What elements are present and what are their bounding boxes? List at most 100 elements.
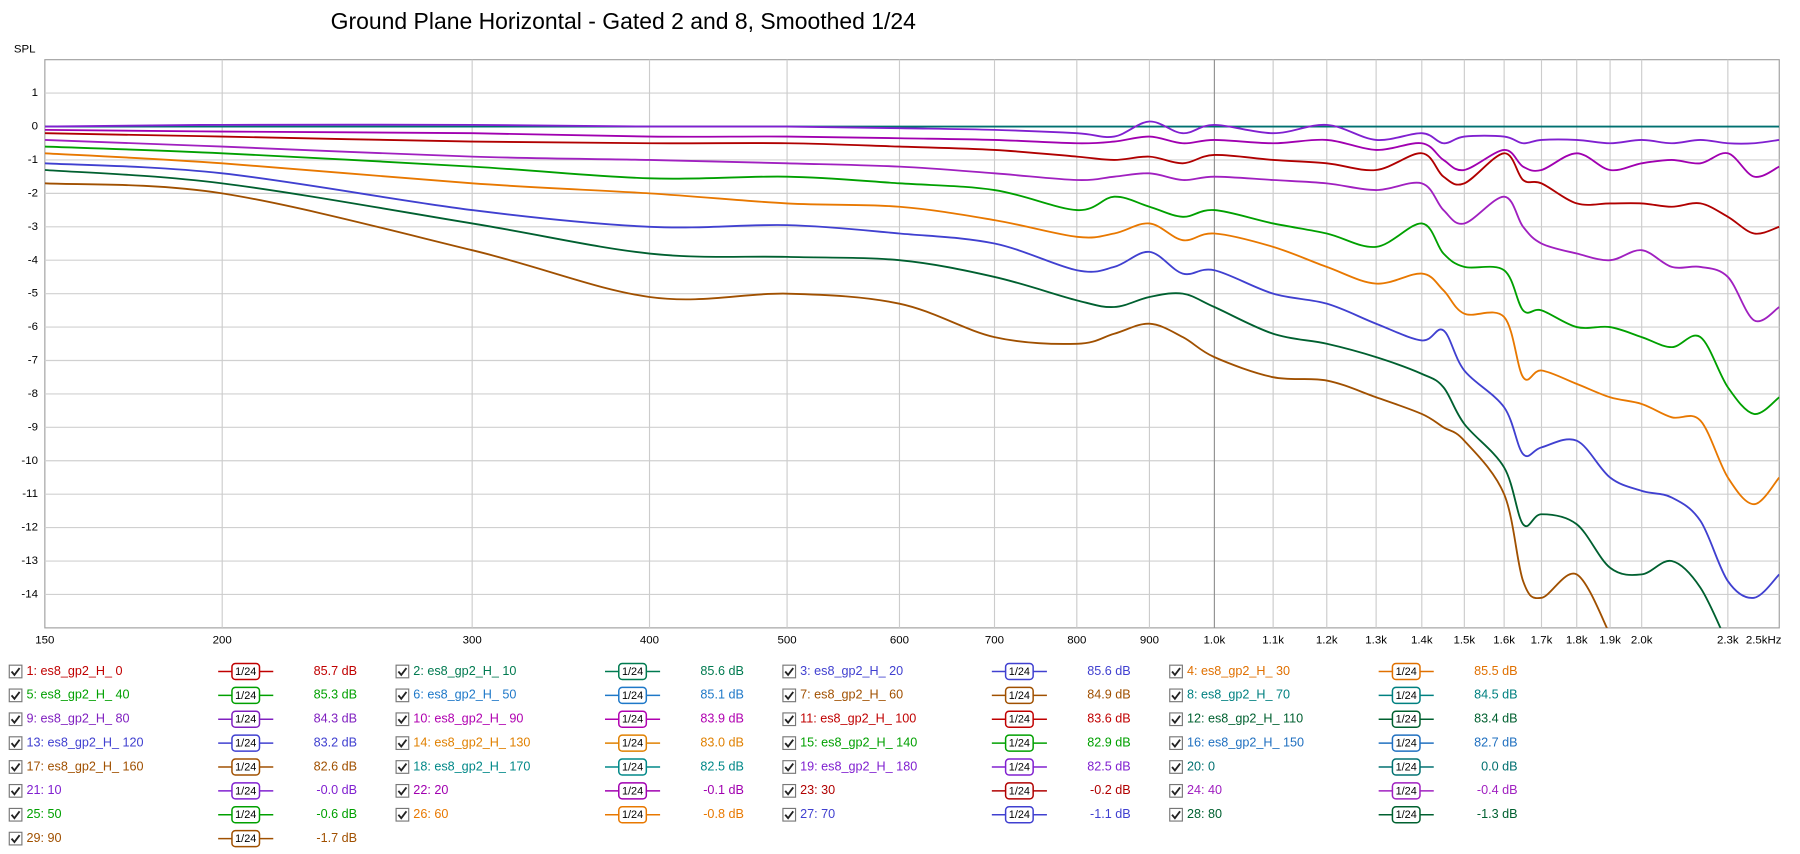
checkbox	[395, 688, 410, 703]
checkbox	[395, 760, 410, 774]
legend-name: 15: es8_gp2_H_ 140	[800, 735, 917, 749]
legend-name: 4: es8_gp2_H_ 30	[1187, 664, 1290, 678]
checkmark	[1171, 691, 1181, 701]
checkbox	[8, 664, 23, 679]
checkmark	[397, 667, 408, 677]
smoothing-badge	[618, 662, 648, 681]
legend-entry: 10: es8_gp2_H_ 90 1/24 83.9 dB	[395, 710, 744, 729]
checkmark	[784, 786, 794, 796]
y-axis-label: SPL	[14, 43, 36, 55]
legend-entry: 3: es8_gp2_H_ 20 1/24 85.6 dB	[782, 662, 1131, 681]
checkmark	[10, 762, 21, 772]
checkbox	[395, 712, 410, 727]
smoothing-label: 1/24	[1009, 714, 1030, 726]
x-tick-label: 800	[1067, 635, 1086, 647]
legend-level: 85.7 dB	[314, 664, 357, 678]
checkbox	[395, 807, 410, 822]
x-tick-label: 1.1k	[1262, 635, 1284, 647]
smoothing-label: 1/24	[1009, 666, 1030, 678]
smoothing-label: 1/24	[1396, 761, 1417, 773]
checkbox	[8, 807, 23, 822]
y-tick-label: -6	[28, 321, 38, 333]
smoothing-badge	[1391, 734, 1421, 752]
smoothing-badge	[618, 710, 648, 729]
smoothing-label: 1/24	[1396, 809, 1417, 821]
legend-level: 82.7 dB	[1474, 735, 1517, 749]
legend-entry: 13: es8_gp2_H_ 120 1/24 83.2 dB	[8, 734, 357, 752]
legend-entry: 25: 50 1/24 -0.6 dB	[8, 805, 357, 824]
legend-name: 25: 50	[26, 807, 61, 821]
smoothing-badge	[1004, 805, 1034, 824]
smoothing-label: 1/24	[622, 666, 643, 678]
legend-entry: 6: es8_gp2_H_ 50 1/24 85.1 dB	[395, 686, 744, 705]
smoothing-label: 1/24	[235, 809, 256, 821]
checkbox	[1169, 783, 1183, 798]
smoothing-badge	[618, 686, 648, 705]
legend-entry: 23: 30 1/24 -0.2 dB	[782, 782, 1131, 800]
checkbox	[395, 736, 410, 751]
legend-name: 2: es8_gp2_H_ 10	[413, 664, 516, 678]
legend-name: 17: es8_gp2_H_ 160	[26, 759, 143, 773]
x-tick-label: 1.2k	[1316, 635, 1338, 647]
legend-entry: 17: es8_gp2_H_ 160 1/24 82.6 dB	[8, 758, 357, 776]
legend-level: -0.0 dB	[316, 783, 357, 797]
legend-level: 85.5 dB	[1474, 664, 1517, 678]
y-tick-label: -9	[28, 421, 38, 433]
legend-level: 83.0 dB	[700, 735, 743, 749]
smoothing-label: 1/24	[1396, 666, 1417, 678]
smoothing-label: 1/24	[1009, 809, 1030, 821]
legend-entry: 21: 10 1/24 -0.0 dB	[8, 782, 357, 800]
x-tick-label: 700	[985, 635, 1004, 647]
checkbox	[782, 807, 797, 822]
legend-name: 10: es8_gp2_H_ 90	[413, 712, 523, 726]
y-tick-label: -13	[21, 555, 38, 567]
legend-level: -0.6 dB	[316, 807, 357, 821]
checkbox	[782, 712, 797, 727]
legend-name: 3: es8_gp2_H_ 20	[800, 664, 903, 678]
checkmark	[397, 739, 408, 749]
smoothing-badge	[1391, 686, 1421, 705]
legend-level: 82.6 dB	[314, 759, 357, 773]
x-tick-label: 2.5kHz	[1746, 635, 1782, 647]
smoothing-label: 1/24	[622, 761, 643, 773]
legend-level: -1.7 dB	[316, 831, 357, 845]
smoothing-badge	[618, 734, 648, 752]
smoothing-badge	[1391, 782, 1421, 800]
smoothing-badge	[1004, 782, 1034, 800]
legend-level: -0.4 dB	[1477, 783, 1518, 797]
smoothing-badge	[231, 829, 261, 848]
checkbox	[782, 736, 797, 751]
checkmark	[10, 667, 21, 677]
checkbox	[8, 736, 23, 751]
checkbox	[1169, 760, 1183, 774]
series-line	[44, 132, 1780, 235]
legend-name: 12: es8_gp2_H_ 110	[1187, 712, 1303, 726]
checkmark	[397, 786, 408, 796]
legend-level: -1.3 dB	[1477, 807, 1518, 821]
checkmark	[10, 810, 21, 820]
checkmark	[10, 786, 21, 796]
checkmark	[784, 715, 794, 725]
smoothing-badge	[1004, 662, 1034, 681]
legend-name: 24: 40	[1187, 783, 1222, 797]
series-line	[44, 138, 1780, 323]
checkbox	[1169, 688, 1183, 703]
checkbox	[8, 688, 23, 703]
smoothing-label: 1/24	[1009, 785, 1030, 797]
series-line	[44, 128, 1780, 178]
legend-name: 13: es8_gp2_H_ 120	[26, 735, 143, 749]
series-line	[44, 120, 1780, 145]
legend-level: -0.8 dB	[703, 807, 744, 821]
legend-name: 27: 70	[800, 807, 835, 821]
legend-level: 84.9 dB	[1087, 688, 1130, 702]
smoothing-badge	[618, 782, 648, 800]
legend: 1: es8_gp2_H_ 0 1/24 85.7 dB 2: es8_gp2_H_ …	[8, 662, 1518, 848]
smoothing-badge	[1004, 686, 1034, 705]
smoothing-badge	[1004, 734, 1034, 752]
smoothing-label: 1/24	[235, 738, 256, 750]
checkmark	[784, 762, 794, 772]
smoothing-label: 1/24	[235, 761, 256, 773]
smoothing-label: 1/24	[1396, 714, 1417, 726]
legend-entry: 16: es8_gp2_H_ 150 1/24 82.7 dB	[1169, 734, 1518, 752]
